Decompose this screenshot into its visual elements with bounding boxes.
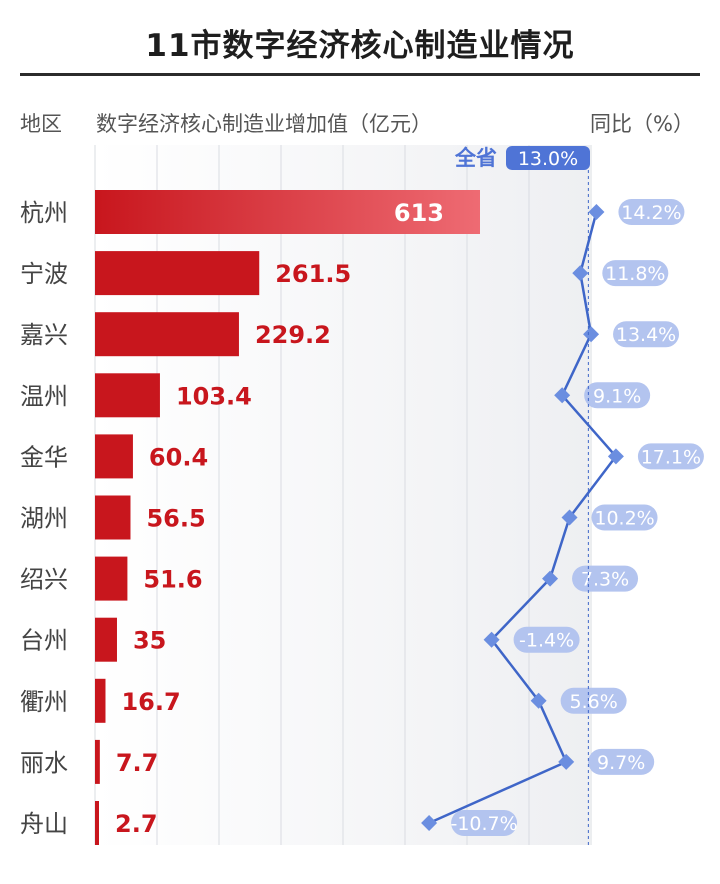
category-label: 湖州 <box>20 505 68 533</box>
bar <box>95 495 131 540</box>
bar-value-label: 16.7 <box>121 688 180 716</box>
yoy-value-label: 9.7% <box>597 752 645 774</box>
yoy-pill <box>637 443 704 470</box>
category-label: 台州 <box>20 627 68 655</box>
bar-value-label: 7.7 <box>116 749 159 777</box>
bar <box>95 678 106 723</box>
yoy-marker <box>607 448 624 465</box>
yoy-value-label: -1.4% <box>519 630 574 652</box>
yoy-marker <box>572 265 589 282</box>
category-label: 温州 <box>20 382 68 410</box>
yoy-pill <box>588 748 655 775</box>
province-label: 全省 <box>454 146 497 170</box>
yoy-value-label: 14.2% <box>621 202 681 224</box>
yoy-value-label: 17.1% <box>641 446 701 468</box>
yoy-line-group: 14.2% 11.8% 13.4% 9.1% 17.1% 10.2% 7.3% -1.4% 5.… <box>421 199 704 836</box>
yoy-value-label: 11.8% <box>605 263 665 285</box>
yoy-marker <box>542 570 559 587</box>
yoy-value-label: 7.3% <box>581 569 629 591</box>
yoy-marker <box>583 326 600 343</box>
region-column-header: 地区 <box>20 112 62 136</box>
yoy-marker <box>483 631 500 648</box>
yoy-marker <box>561 509 578 526</box>
yoy-pill <box>451 810 518 836</box>
chart-title: 11市数字经济核心制造业情况 <box>145 28 575 64</box>
bar <box>95 556 128 601</box>
category-label: 绍兴 <box>20 566 68 594</box>
category-label: 金华 <box>20 443 68 471</box>
province-value: 13.0% <box>518 148 578 170</box>
yoy-marker <box>421 815 438 831</box>
yoy-pill <box>613 321 680 348</box>
bar <box>95 617 117 662</box>
category-label: 宁波 <box>20 260 68 288</box>
bar-value-label: 261.5 <box>275 260 351 288</box>
bar <box>95 190 480 234</box>
yoy-pill <box>618 199 685 225</box>
yoy-value-label: 9.1% <box>593 385 641 407</box>
yoy-marker <box>554 387 571 404</box>
category-label: 杭州 <box>20 199 68 227</box>
bar <box>95 251 260 296</box>
bar-value-label: 35 <box>133 627 166 655</box>
yoy-pill <box>602 260 669 287</box>
title-divider <box>20 73 700 76</box>
bar-value-label: 613 <box>394 199 444 227</box>
yoy-column-header: 同比（%） <box>590 112 694 136</box>
province-reference: 13.0% 全省 <box>454 146 590 845</box>
yoy-marker <box>588 204 605 220</box>
yoy-pill <box>591 504 658 531</box>
bar-value-label: 56.5 <box>146 505 205 533</box>
bar-value-label: 229.2 <box>255 321 331 349</box>
bar-value-label: 2.7 <box>115 810 158 838</box>
bar-value-label: 60.4 <box>149 443 208 471</box>
bar-value-label: 51.6 <box>143 566 202 594</box>
yoy-value-label: 10.2% <box>594 508 654 530</box>
yoy-pill <box>560 687 627 714</box>
yoy-value-label: 5.6% <box>569 691 617 713</box>
yoy-marker <box>530 692 547 709</box>
yoy-value-label: -10.7% <box>450 813 517 835</box>
bar <box>95 434 133 479</box>
bar <box>95 373 160 418</box>
bar <box>95 312 239 357</box>
category-label: 嘉兴 <box>20 321 68 349</box>
yoy-pill <box>584 382 651 409</box>
category-label: 丽水 <box>20 749 68 777</box>
bar-value-label: 103.4 <box>176 382 252 410</box>
bar <box>95 739 100 784</box>
category-label: 衢州 <box>20 688 68 716</box>
category-label: 舟山 <box>20 810 68 838</box>
yoy-marker <box>558 753 575 770</box>
yoy-value-label: 13.4% <box>616 324 676 346</box>
province-pill <box>506 146 590 170</box>
bar <box>95 801 99 845</box>
yoy-pill <box>513 626 580 653</box>
bars-group: 杭州 613 宁波 261.5 嘉兴 229.2 温州 103.4 金华 60.4 湖州 56.5 绍兴… <box>20 190 480 845</box>
value-column-header: 数字经济核心制造业增加值（亿元） <box>96 112 432 136</box>
